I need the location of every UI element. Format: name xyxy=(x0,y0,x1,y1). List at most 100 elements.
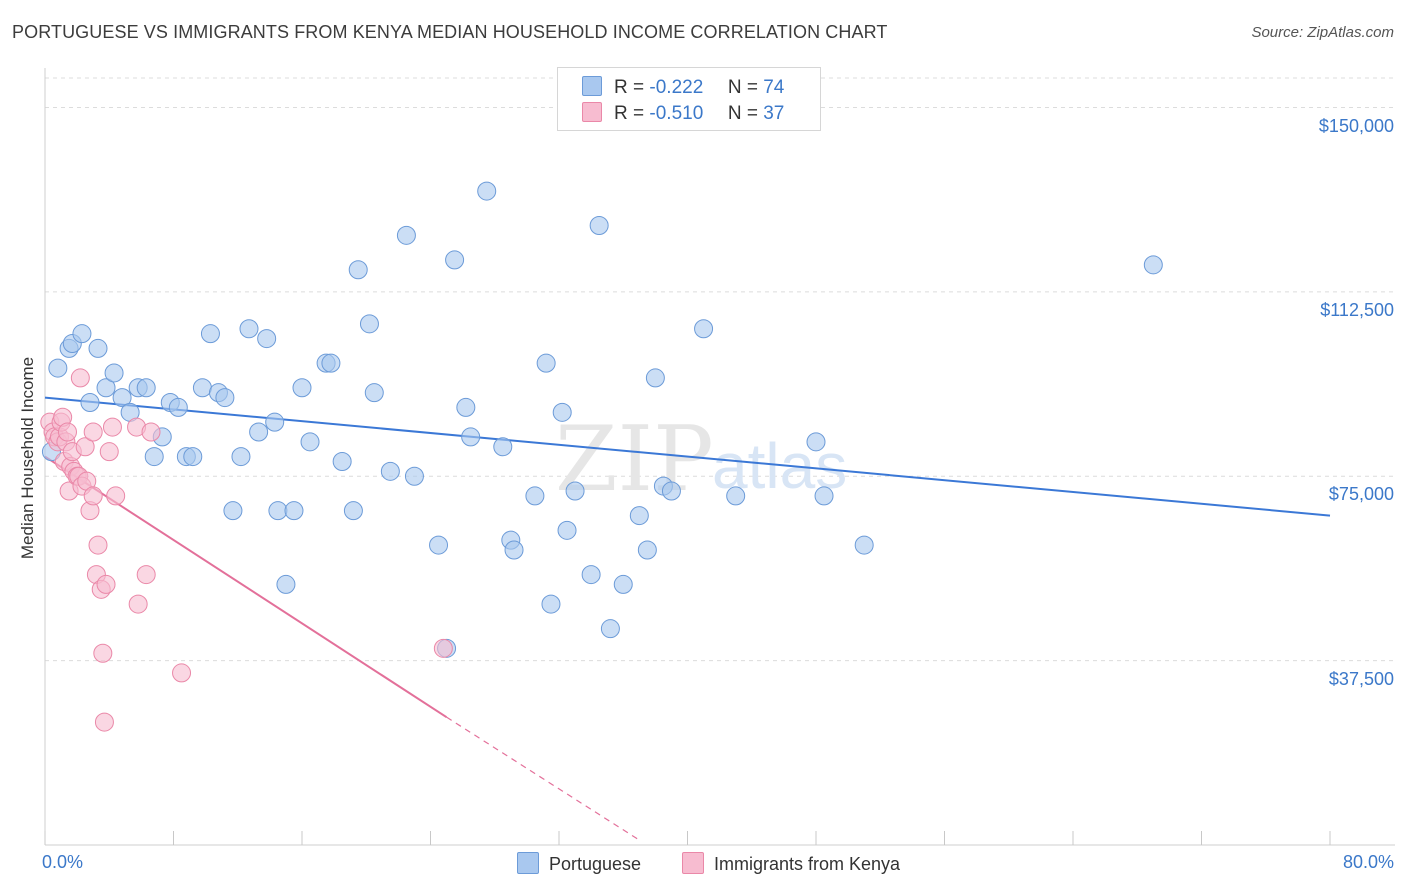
chart-title: PORTUGUESE VS IMMIGRANTS FROM KENYA MEDI… xyxy=(12,22,888,42)
legend-r-value: -0.222 xyxy=(649,77,704,98)
kenya-point xyxy=(83,422,103,442)
kenya-point xyxy=(88,535,108,555)
kenya-point xyxy=(433,638,453,658)
correlation-legend: R = -0.222 N = 74 R = -0.510 N = 37 xyxy=(557,67,821,131)
portuguese-point xyxy=(192,378,212,398)
portuguese-point xyxy=(613,574,633,594)
kenya-point xyxy=(106,486,126,506)
kenya-point xyxy=(75,437,95,457)
kenya-point xyxy=(57,422,77,442)
kenya-point xyxy=(172,663,192,683)
portuguese-point xyxy=(268,501,288,521)
legend-n-label: N = xyxy=(727,77,758,98)
kenya-point xyxy=(128,594,148,614)
portuguese-point xyxy=(284,501,304,521)
portuguese-point xyxy=(557,520,577,540)
portuguese-point xyxy=(404,466,424,486)
portuguese-swatch xyxy=(517,852,539,874)
kenya-swatch xyxy=(682,852,704,874)
portuguese-trend-line xyxy=(44,396,1331,517)
portuguese-point xyxy=(536,353,556,373)
portuguese-point xyxy=(581,565,601,585)
portuguese-point xyxy=(694,319,714,339)
portuguese-point xyxy=(223,501,243,521)
portuguese-point xyxy=(292,378,312,398)
portuguese-point xyxy=(661,481,681,501)
portuguese-point xyxy=(321,353,341,373)
kenya-point xyxy=(93,643,113,663)
portuguese-point xyxy=(239,319,259,339)
portuguese-point xyxy=(200,324,220,344)
portuguese-point xyxy=(249,422,269,442)
portuguese-point xyxy=(1143,255,1163,275)
portuguese-point xyxy=(343,501,363,521)
y-tick-label: $112,500 xyxy=(1320,299,1394,320)
portuguese-point xyxy=(104,363,124,383)
y-tick-label: $75,000 xyxy=(1328,484,1394,505)
kenya-point xyxy=(136,565,156,585)
kenya-point xyxy=(94,712,114,732)
portuguese-point xyxy=(565,481,585,501)
portuguese-point xyxy=(806,432,826,452)
portuguese-point xyxy=(629,506,649,526)
portuguese-point xyxy=(88,338,108,358)
portuguese-point xyxy=(814,486,834,506)
source-label: Source: ZipAtlas.com xyxy=(1251,24,1394,41)
portuguese-point xyxy=(215,388,235,408)
portuguese-point xyxy=(477,181,497,201)
kenya-trend-extension xyxy=(446,716,640,841)
portuguese-point xyxy=(136,378,156,398)
kenya-legend-label: Immigrants from Kenya xyxy=(714,854,901,874)
portuguese-point xyxy=(168,397,188,417)
legend-n-value: 74 xyxy=(763,77,785,98)
portuguese-point xyxy=(645,368,665,388)
portuguese-point xyxy=(456,397,476,417)
portuguese-point xyxy=(504,540,524,560)
kenya-point xyxy=(141,422,161,442)
portuguese-point xyxy=(348,260,368,280)
data-points xyxy=(40,181,1163,732)
y-tick-label: $150,000 xyxy=(1318,115,1394,136)
gridlines xyxy=(45,77,1395,662)
portuguese-point xyxy=(96,378,116,398)
kenya-point xyxy=(96,574,116,594)
kenya-point xyxy=(70,368,90,388)
kenya-point xyxy=(99,442,119,462)
portuguese-legend-label: Portuguese xyxy=(549,854,642,874)
portuguese-point xyxy=(48,358,68,378)
portuguese-point xyxy=(332,452,352,471)
x-tick-label-max: 80.0% xyxy=(1342,852,1394,872)
kenya-point xyxy=(83,486,103,506)
portuguese-point xyxy=(854,535,874,555)
bottom-legend-portuguese: Portuguese xyxy=(517,852,641,875)
watermark: ZIPatlas xyxy=(555,407,847,512)
legend-r-label: R = xyxy=(614,77,645,98)
legend-r-value: -0.510 xyxy=(649,103,704,124)
legend-n-value: 37 xyxy=(763,103,785,124)
portuguese-point xyxy=(541,594,561,614)
portuguese-point xyxy=(231,447,251,467)
portuguese-point xyxy=(300,432,320,452)
portuguese-point xyxy=(80,393,100,412)
portuguese-point xyxy=(396,225,416,245)
portuguese-point xyxy=(183,447,203,467)
portuguese-point xyxy=(493,437,513,457)
kenya-swatch xyxy=(582,102,602,122)
kenya-point xyxy=(102,417,122,437)
bottom-legend-kenya: Immigrants from Kenya xyxy=(682,852,900,875)
portuguese-point xyxy=(276,574,296,594)
legend-row-kenya: R = -0.510 N = 37 xyxy=(582,102,784,126)
portuguese-point xyxy=(552,402,572,422)
portuguese-swatch xyxy=(582,76,602,96)
legend-r-label: R = xyxy=(614,103,645,124)
legend-n-label: N = xyxy=(727,103,758,124)
portuguese-point xyxy=(637,540,657,560)
portuguese-point xyxy=(589,216,609,235)
portuguese-point xyxy=(600,619,620,639)
legend-row-portuguese: R = -0.222 N = 74 xyxy=(582,76,784,100)
portuguese-point xyxy=(112,388,132,408)
portuguese-point xyxy=(144,447,164,467)
portuguese-point xyxy=(461,427,481,447)
portuguese-point xyxy=(265,412,285,432)
